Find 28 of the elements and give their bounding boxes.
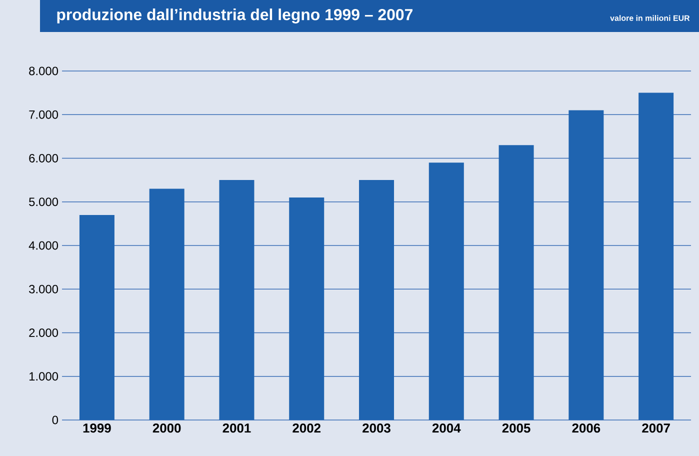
bar (428, 162, 464, 420)
x-tick-label: 2002 (292, 424, 321, 433)
x-tick-label: 2006 (572, 424, 600, 433)
x-tick-label: 2005 (502, 424, 530, 433)
x-tick-label: 2000 (152, 424, 181, 433)
y-tick-label: 8.000 (29, 66, 58, 76)
bar (79, 214, 114, 420)
x-tick-label: 2001 (222, 424, 251, 433)
x-tick-label: 1999 (83, 424, 111, 433)
y-tick-label: 0 (52, 416, 58, 424)
bar (149, 188, 184, 420)
y-tick-label: 4.000 (28, 241, 58, 250)
bar (568, 110, 604, 420)
y-tick-label: 2.000 (29, 328, 58, 337)
bar (498, 145, 534, 420)
bar (219, 180, 254, 420)
y-tick-label: 7.000 (29, 110, 58, 119)
chart-title: produzione dall’industria del legno 1999 – 2007 (57, 8, 412, 24)
x-tick-label: 2003 (362, 424, 390, 433)
bar (638, 92, 674, 420)
bar (289, 198, 324, 420)
y-tick-label: 5.000 (29, 198, 58, 206)
bar (359, 180, 394, 420)
x-tick-label: 2007 (642, 424, 670, 433)
y-tick-label: 6.000 (29, 154, 58, 162)
x-tick-label: 2004 (432, 424, 461, 433)
y-tick-label: 3.000 (29, 284, 58, 294)
y-tick-label: 1.000 (29, 372, 58, 381)
